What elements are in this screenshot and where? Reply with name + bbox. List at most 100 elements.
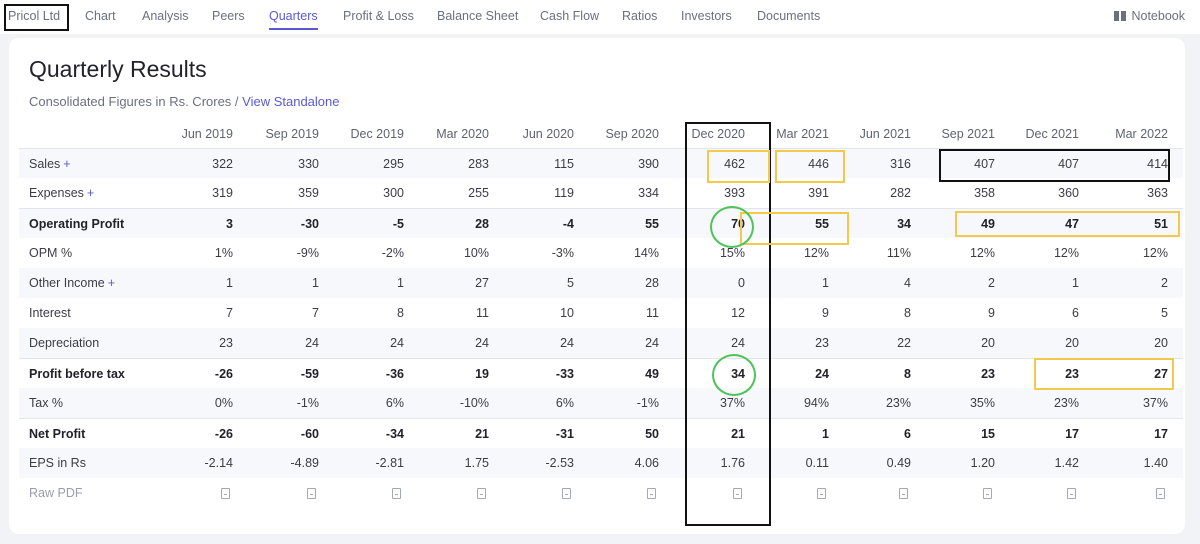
table-cell: -31 [555,427,574,441]
notebook-button[interactable]: Notebook [1114,9,1185,23]
nav-tab-quarters[interactable]: Quarters [269,9,318,30]
table-cell: 28 [475,217,489,231]
table-cell: 393 [724,186,745,200]
raw-pdf-link[interactable] [324,478,404,508]
table-row: Sales +322 330 295 283 115 390 462 446 316 407 407 4… [19,148,1183,178]
pdf-icon[interactable] [562,488,571,500]
raw-pdf-link[interactable] [494,478,574,508]
table-cell: 37% [1142,396,1168,410]
pdf-icon[interactable] [647,488,656,500]
table-cell: 300 [383,186,404,200]
pdf-icon[interactable] [817,488,826,500]
pdf-icon[interactable] [392,488,401,500]
table-cell: 2 [988,276,995,290]
table-cell: 282 [890,186,911,200]
row-label-text: OPM % [29,246,73,260]
nav-tab-ratios[interactable]: Ratios [622,9,658,23]
table-cell: 27 [1154,367,1168,381]
nav-tab-documents[interactable]: Documents [757,9,821,23]
table-header-row: Jun 2019 Sep 2019 Dec 2019 Mar 2020 Jun 2020… [19,120,1183,148]
table-row: Tax % 0% -1% 6% -10% 6% -1% 37% 94% 23% 35% 23% 37% [19,388,1183,418]
row-label: OPM % [29,238,72,268]
nav-tab-chart[interactable]: Chart [85,9,116,23]
column-header: Mar 2020 [436,127,489,141]
table-cell: -3% [551,246,574,260]
nav-tab-cash-flow[interactable]: Cash Flow [540,9,600,23]
table-row: Depreciation 23 24 24 24 24 24 24 23 22 20 20 20 [19,328,1183,358]
table-cell: 115 [554,157,574,171]
pdf-icon[interactable] [733,488,742,500]
table-cell: -30 [300,217,319,231]
pdf-icon[interactable] [221,488,230,500]
table-cell: 0% [214,396,233,410]
table-cell: 23 [219,336,233,350]
table-cell: 9 [822,306,829,320]
table-cell: 1.42 [1054,456,1079,470]
row-label-text: Operating Profit [29,217,125,231]
pdf-icon[interactable] [1067,488,1076,500]
column-header: Dec 2021 [1025,127,1079,141]
raw-pdf-link[interactable] [915,478,995,508]
table-cell: 24 [731,336,745,350]
table-cell: 1% [214,246,233,260]
table-cell: 23% [1053,396,1079,410]
table-cell: 6 [1072,306,1079,320]
row-label-text: Profit before tax [29,367,125,381]
table-cell: 6% [385,396,404,410]
table-cell: -2% [381,246,404,260]
table-cell: 47 [1065,217,1079,231]
raw-pdf-link[interactable] [579,478,659,508]
raw-pdf-label: Raw PDF [29,486,83,500]
pdf-icon[interactable] [983,488,992,500]
table-cell: 11 [476,306,489,320]
expand-plus-icon[interactable]: + [107,276,116,290]
nav-tab-analysis[interactable]: Analysis [142,9,189,23]
table-cell: 19 [475,367,489,381]
pdf-icon[interactable] [899,488,908,500]
raw-pdf-link[interactable] [665,478,745,508]
column-header: Sep 2020 [605,127,659,141]
table-cell: 10 [560,306,574,320]
nav-tab-peers[interactable]: Peers [212,9,245,23]
table-cell: 7 [226,306,233,320]
nav-tab-profit-loss[interactable]: Profit & Loss [343,9,414,23]
view-standalone-link[interactable]: View Standalone [242,94,340,109]
expand-plus-icon[interactable]: + [63,157,71,171]
row-label: Tax % [29,388,63,418]
row-label: Interest [29,298,71,328]
raw-pdf-link[interactable] [1088,478,1168,508]
row-label[interactable]: Expenses + [29,178,94,208]
pdf-icon[interactable] [477,488,486,500]
table-cell: 1.76 [720,456,745,470]
table-cell: 322 [212,157,233,171]
table-cell: 7 [312,306,319,320]
raw-pdf-link[interactable] [153,478,233,508]
table-cell: -4 [562,217,574,231]
table-cell: -33 [555,367,574,381]
row-label[interactable]: Sales + [29,149,71,179]
raw-pdf-link[interactable] [409,478,489,508]
table-cell: 24 [390,336,404,350]
column-header: Jun 2020 [522,127,574,141]
table-cell: 35% [969,396,995,410]
raw-pdf-link[interactable] [749,478,829,508]
raw-pdf-link[interactable] [239,478,319,508]
pdf-icon[interactable] [1156,488,1165,500]
table-cell: 8 [397,306,404,320]
row-label[interactable]: Other Income + [29,268,115,298]
table-cell: 17 [1154,427,1168,441]
table-cell: 10% [463,246,489,260]
subtitle: Consolidated Figures in Rs. Crores / Vie… [29,94,340,109]
raw-pdf-link[interactable] [831,478,911,508]
nav-tab-investors[interactable]: Investors [681,9,732,23]
pdf-icon[interactable] [307,488,316,500]
nav-tab-balance-sheet[interactable]: Balance Sheet [437,9,519,23]
table-cell: 12% [1142,246,1168,260]
table-cell: -60 [300,427,319,441]
nav-brand[interactable]: Pricol Ltd [8,9,61,23]
table-cell: -26 [214,427,233,441]
table-cell: 12% [1053,246,1079,260]
expand-plus-icon[interactable]: + [86,186,95,200]
raw-pdf-link[interactable] [999,478,1079,508]
table-row: Operating Profit 3 -30 -5 28 -4 55 70 55 34 49 47 51 [19,208,1183,238]
